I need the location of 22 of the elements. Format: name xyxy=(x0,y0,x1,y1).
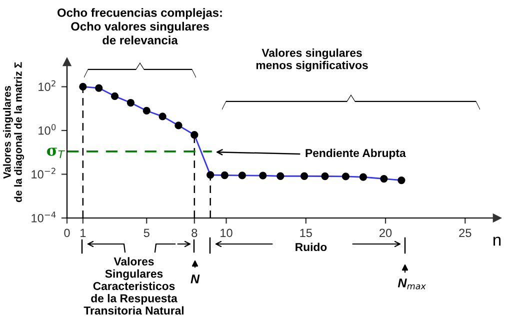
x-tick-label: 8 xyxy=(192,228,198,238)
y-tick-label: 10$^{−2}$ xyxy=(32,168,56,179)
annotation: Pendiente Abrupta xyxy=(306,148,406,160)
text: N$_{max}$ xyxy=(398,278,426,290)
x-axis-title: n xyxy=(493,236,501,246)
x-tick-label: 15 xyxy=(300,228,312,238)
x-tick-label: 25 xyxy=(459,228,472,238)
x-tick-label: 1 xyxy=(80,228,86,237)
x-tick-label: 20 xyxy=(380,228,392,238)
chart-title: Ocho frecuencias complejas: Ocho valores singulares de relevancia xyxy=(58,8,222,44)
y-tick-label: 10$^{0}$ xyxy=(38,124,56,135)
x-tick-label: 10 xyxy=(220,228,232,238)
ref-line-label: σ$_{T}$ xyxy=(46,148,65,158)
y-tick-label: 10$^{2}$ xyxy=(38,80,56,92)
y-axis-title: Valores singulares de la diagonal de la matriz Σ xyxy=(3,62,24,202)
text: N xyxy=(190,274,200,284)
annotation: Valores singulares menos significativos xyxy=(256,48,368,72)
x-tick-label: 0 xyxy=(64,228,70,238)
x-tick-label: 5 xyxy=(144,228,150,238)
y-tick-label: 10$^{−4}$ xyxy=(32,212,56,222)
text: Valores Singulares Caracteristicos de la Respuesta Transitoria Natural xyxy=(84,257,184,315)
text: Ruido xyxy=(296,242,327,252)
